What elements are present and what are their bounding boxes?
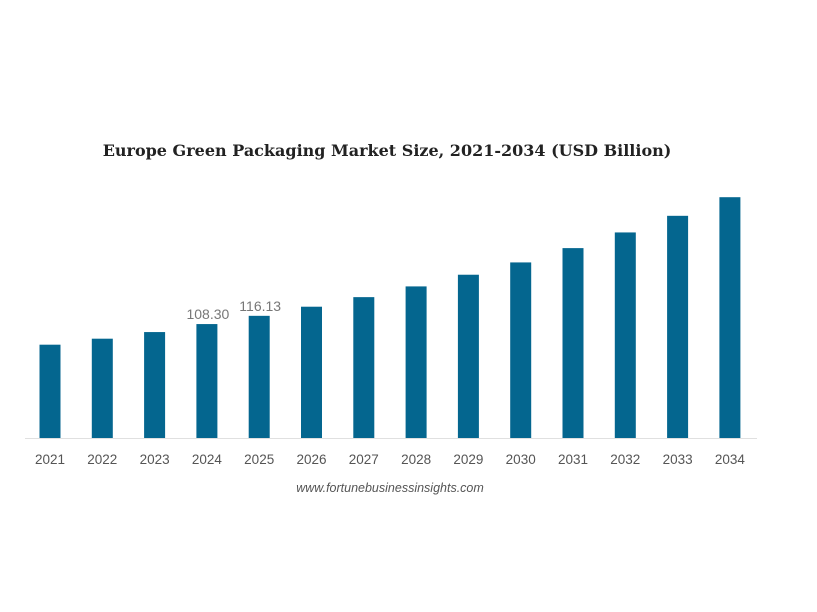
bar-2028 bbox=[405, 286, 427, 438]
x-tick-label: 2026 bbox=[296, 452, 326, 467]
x-tick-label: 2033 bbox=[663, 452, 693, 467]
bar-2026 bbox=[301, 306, 322, 438]
x-tick-label: 2030 bbox=[506, 452, 536, 467]
bar-2025 bbox=[248, 315, 270, 438]
source-text: www.fortunebusinessinsights.com bbox=[296, 481, 484, 495]
bar-2030 bbox=[510, 262, 532, 438]
x-tick-label: 2023 bbox=[140, 452, 170, 467]
x-tick-label: 2034 bbox=[715, 452, 746, 467]
bar-2034 bbox=[719, 197, 741, 438]
x-tick-label: 2024 bbox=[192, 452, 223, 467]
bar-2027 bbox=[353, 297, 375, 438]
data-label: 108.30 bbox=[186, 306, 229, 322]
bar-2024 bbox=[196, 324, 218, 438]
x-tick-label: 2025 bbox=[244, 452, 274, 467]
bar-2029 bbox=[457, 274, 479, 438]
x-tick-label: 2022 bbox=[87, 452, 117, 467]
x-tick-label: 2032 bbox=[610, 452, 640, 467]
bar-2033 bbox=[667, 215, 689, 438]
bar-2031 bbox=[562, 248, 584, 438]
bar-2023 bbox=[144, 332, 166, 438]
x-tick-label: 2031 bbox=[558, 452, 588, 467]
bar-2021 bbox=[39, 344, 61, 438]
x-tick-label: 2028 bbox=[401, 452, 431, 467]
x-tick-label: 2027 bbox=[349, 452, 379, 467]
bar-2032 bbox=[614, 232, 636, 438]
chart-title: Europe Green Packaging Market Size, 2021… bbox=[103, 141, 672, 160]
x-tick-label: 2029 bbox=[453, 452, 483, 467]
data-label: 116.13 bbox=[239, 298, 281, 314]
x-tick-label: 2021 bbox=[35, 452, 65, 467]
bar-2022 bbox=[91, 338, 113, 438]
